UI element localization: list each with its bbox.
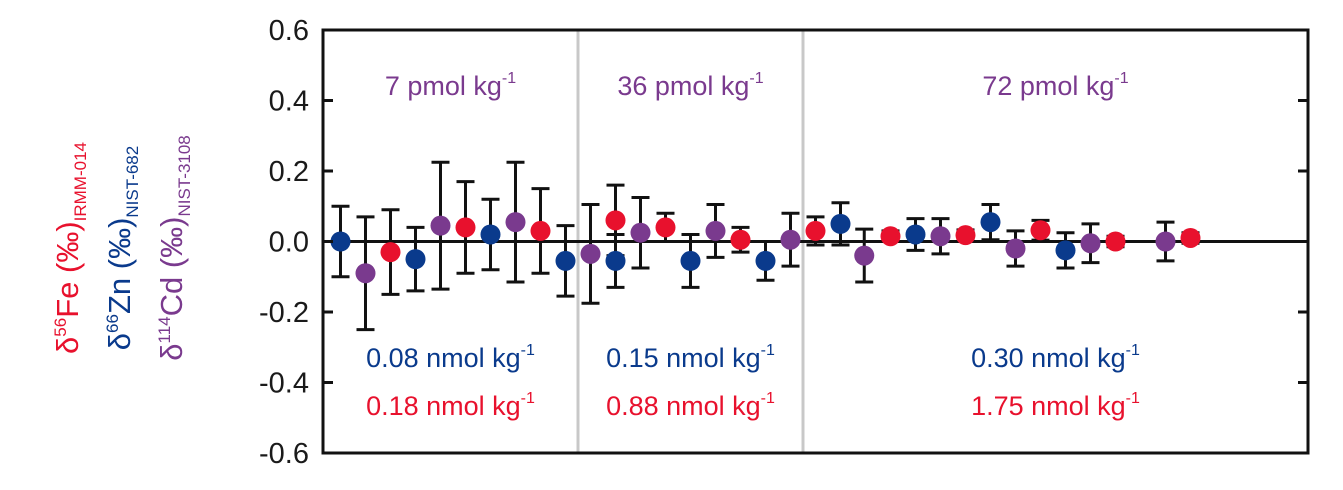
point-zn-5 bbox=[605, 250, 626, 271]
point-fe-3 bbox=[530, 220, 551, 241]
ytick-label: 0.6 bbox=[269, 15, 309, 47]
ylabel-cd: δ114Cd (‰)NIST-3108 bbox=[154, 135, 194, 361]
ytick-label: -0.6 bbox=[259, 438, 309, 470]
ytick-label: 0.2 bbox=[269, 156, 309, 188]
point-cd-5 bbox=[630, 222, 651, 243]
point-zn-7 bbox=[755, 250, 776, 271]
point-zn-11 bbox=[1055, 240, 1076, 261]
point-zn-10 bbox=[980, 212, 1001, 233]
point-cd-2 bbox=[430, 215, 451, 236]
point-fe-4 bbox=[605, 210, 626, 231]
point-cd-12 bbox=[1155, 231, 1176, 252]
point-zn-3 bbox=[480, 224, 501, 245]
point-cd-6 bbox=[705, 220, 726, 241]
point-zn-6 bbox=[680, 250, 701, 271]
point-zn-8 bbox=[830, 213, 851, 234]
point-fe-6 bbox=[730, 229, 751, 250]
plot-frame bbox=[321, 28, 1310, 455]
point-fe-7 bbox=[805, 220, 826, 241]
point-cd-11 bbox=[1080, 233, 1101, 254]
point-zn-4 bbox=[555, 250, 576, 271]
point-fe-2 bbox=[455, 217, 476, 238]
panel-3-zn-label: 0.30 nmol kg-1 bbox=[971, 342, 1140, 373]
panel-1-zn-label: 0.08 nmol kg-1 bbox=[366, 342, 535, 373]
panel-2-cd-label: 36 pmol kg-1 bbox=[617, 70, 763, 101]
y-axis-labels: δ56Fe (‰)IRMM-014 δ66Zn (‰)NIST-682 δ114Cd… bbox=[50, 135, 194, 361]
ylabel-fe: δ56Fe (‰)IRMM-014 bbox=[50, 142, 90, 354]
panel-concentration-labels: 7 pmol kg-1 0.08 nmol kg-1 0.18 nmol kg-1 3… bbox=[366, 70, 1140, 421]
point-fe-5 bbox=[655, 217, 676, 238]
point-zn-1 bbox=[330, 231, 351, 252]
point-cd-10 bbox=[1005, 238, 1026, 259]
data-points bbox=[330, 210, 1201, 284]
panel-1-fe-label: 0.18 nmol kg-1 bbox=[366, 390, 535, 421]
point-cd-8 bbox=[854, 245, 875, 266]
point-zn-2 bbox=[405, 249, 426, 270]
panel-3-cd-label: 72 pmol kg-1 bbox=[982, 70, 1128, 101]
point-cd-1 bbox=[355, 263, 376, 284]
point-fe-9 bbox=[955, 225, 976, 246]
point-fe-11 bbox=[1105, 231, 1126, 252]
point-cd-4 bbox=[580, 243, 601, 264]
ytick-label: 0.4 bbox=[269, 86, 309, 118]
panel-3-fe-label: 1.75 nmol kg-1 bbox=[971, 390, 1140, 421]
ytick-label: -0.2 bbox=[259, 297, 309, 329]
point-cd-3 bbox=[505, 212, 526, 233]
panel-2-fe-label: 0.88 nmol kg-1 bbox=[606, 390, 775, 421]
point-zn-9 bbox=[905, 224, 926, 245]
y-tick-labels: 0.6 0.4 0.2 0.0 -0.2 -0.4 -0.6 bbox=[259, 15, 309, 470]
point-fe-8 bbox=[880, 226, 901, 247]
ytick-label: 0.0 bbox=[269, 227, 309, 259]
ytick-label: -0.4 bbox=[259, 368, 309, 400]
ylabel-zn: δ66Zn (‰)NIST-682 bbox=[102, 146, 142, 350]
point-cd-7 bbox=[780, 229, 801, 250]
point-fe-10 bbox=[1030, 220, 1051, 241]
point-fe-1 bbox=[380, 242, 401, 263]
point-fe-12 bbox=[1180, 227, 1201, 248]
panel-1-cd-label: 7 pmol kg-1 bbox=[385, 70, 516, 101]
panel-2-zn-label: 0.15 nmol kg-1 bbox=[606, 342, 775, 373]
point-cd-9 bbox=[930, 226, 951, 247]
